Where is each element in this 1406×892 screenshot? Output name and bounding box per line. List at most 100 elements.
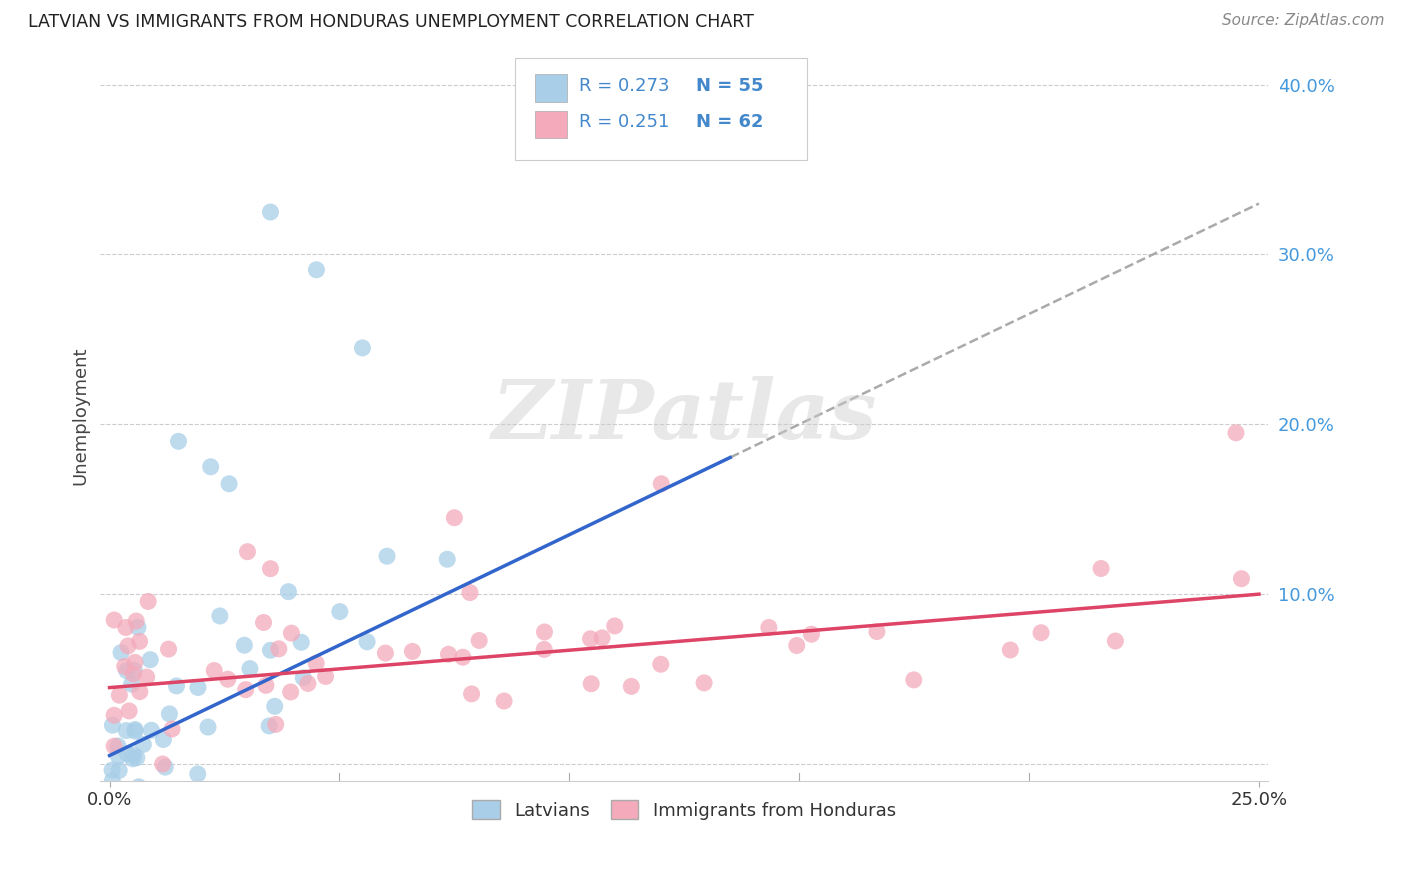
Point [290,635,312,649]
Point [132,738,155,752]
Point [115,664,138,678]
Point [1029,625,1052,640]
Point [236,545,259,559]
Point [603,619,626,633]
Text: N = 62: N = 62 [696,112,763,130]
Point [112,791,135,805]
Point [135,670,157,684]
Point [1000,643,1022,657]
Text: R = 0.251: R = 0.251 [579,112,669,130]
Point [104,791,127,805]
Point [280,626,302,640]
Point [252,615,274,630]
Point [159,706,181,721]
FancyBboxPatch shape [534,111,568,138]
Point [1090,561,1112,575]
Point [136,594,159,608]
Point [239,662,262,676]
Point [103,708,125,723]
Point [115,620,138,634]
Point [758,620,780,634]
Point [107,749,129,764]
Point [146,791,169,805]
Point [115,747,138,761]
Point [494,694,516,708]
Point [374,646,396,660]
Point [254,678,277,692]
Point [235,682,257,697]
Point [533,624,555,639]
Point [139,653,162,667]
Point [108,688,131,702]
Point [650,657,672,672]
Point [443,510,465,524]
Point [259,562,281,576]
Point [579,677,602,691]
Point [149,784,172,798]
Text: Source: ZipAtlas.com: Source: ZipAtlas.com [1222,13,1385,29]
Point [124,723,146,737]
Point [620,679,643,693]
Point [125,614,148,628]
Point [103,613,125,627]
Point [277,584,299,599]
Point [233,638,256,652]
Point [124,656,146,670]
Text: R = 0.273: R = 0.273 [579,77,669,95]
Point [305,657,328,671]
Point [117,639,139,653]
Point [866,624,889,639]
Point [202,664,225,678]
Point [167,434,190,449]
Point [903,673,925,687]
Point [115,723,138,738]
Point [693,676,716,690]
Point [122,747,145,762]
Point [460,687,482,701]
Point [157,642,180,657]
Point [263,699,285,714]
Point [187,767,209,781]
Point [264,717,287,731]
Point [114,659,136,673]
Point [451,650,474,665]
Point [280,685,302,699]
Point [292,671,315,685]
Point [155,760,177,774]
Point [107,739,129,753]
Point [297,676,319,690]
Point [533,642,555,657]
FancyBboxPatch shape [515,58,807,161]
Point [352,341,374,355]
Point [329,605,352,619]
Point [187,681,209,695]
Point [128,780,150,794]
Point [141,723,163,738]
Point [1225,425,1247,440]
Point [127,620,149,634]
Point [103,739,125,754]
Point [110,646,132,660]
Point [436,552,458,566]
Point [160,722,183,736]
Point [800,627,823,641]
FancyBboxPatch shape [534,74,568,102]
Point [579,632,602,646]
Point [120,791,142,805]
Point [259,205,281,219]
Point [786,639,808,653]
Point [305,262,328,277]
Point [591,631,613,645]
Point [208,609,231,624]
Point [437,648,460,662]
Point [401,644,423,658]
Text: LATVIAN VS IMMIGRANTS FROM HONDURAS UNEMPLOYMENT CORRELATION CHART: LATVIAN VS IMMIGRANTS FROM HONDURAS UNEM… [28,13,754,31]
Text: ZIPatlas: ZIPatlas [492,376,877,456]
Point [128,684,150,698]
Point [101,791,124,805]
Point [197,720,219,734]
Point [124,663,146,677]
Point [375,549,398,564]
Point [458,585,481,599]
Point [259,643,281,657]
